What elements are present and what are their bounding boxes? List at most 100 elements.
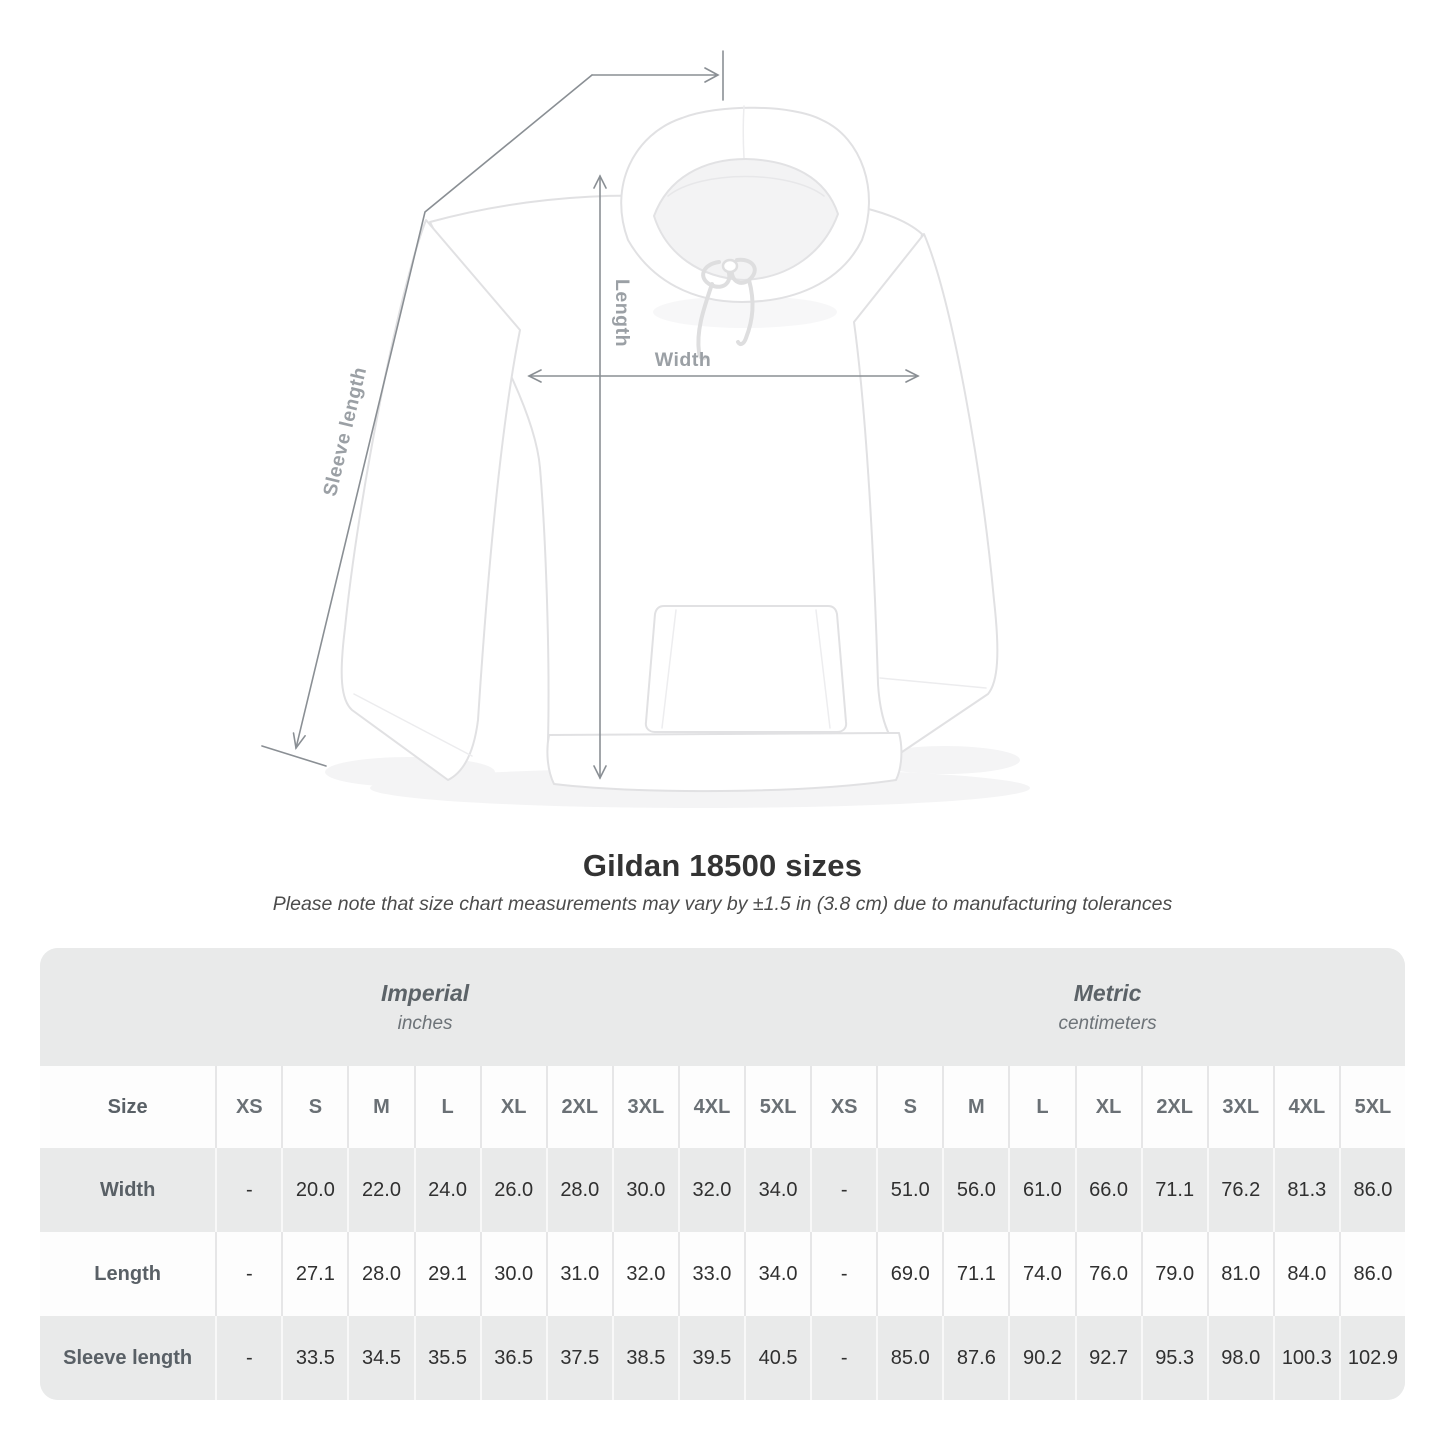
value-cell: 71.1 (942, 1232, 1008, 1316)
size-header-cell: XS (215, 1066, 281, 1148)
hood-opening (653, 158, 839, 281)
value-cell: 22.0 (347, 1148, 413, 1232)
table-row-width: Width - 20.0 22.0 24.0 26.0 28.0 30.0 32… (40, 1148, 1405, 1232)
page-subtitle: Please note that size chart measurements… (272, 893, 1173, 915)
value-cell: 90.2 (1008, 1316, 1074, 1400)
hoodie-illustration: Length Width Sleeve length (261, 50, 1030, 808)
value-cell: 84.0 (1272, 1232, 1339, 1316)
drawstrings (696, 257, 757, 361)
value-cell: 76.0 (1074, 1232, 1141, 1316)
value-cell: - (215, 1232, 281, 1316)
size-header-row: Size XS S M L XL 2XL 3XL 4XL 5XL XS S M … (40, 1066, 1405, 1148)
size-header-cell: 5XL (744, 1066, 810, 1148)
value-cell: 38.5 (611, 1316, 678, 1400)
value-cell: 34.5 (347, 1316, 413, 1400)
unit-header-row: Imperial inches Metric centimeters (40, 948, 1405, 1066)
size-header-cell: XS (810, 1066, 876, 1148)
value-cell: 81.0 (1206, 1232, 1273, 1316)
hoodie-graphic (340, 105, 999, 793)
value-cell: 28.0 (545, 1148, 612, 1232)
hem-band (546, 732, 903, 793)
kangaroo-pocket (644, 605, 848, 733)
table-row-length: Length - 27.1 28.0 29.1 30.0 31.0 32.0 3… (40, 1232, 1405, 1316)
metric-label: Metric (1073, 979, 1142, 1006)
value-cell: 20.0 (281, 1148, 347, 1232)
size-header-cell: S (876, 1066, 942, 1148)
value-cell: - (215, 1148, 281, 1232)
value-cell: 34.0 (744, 1232, 810, 1316)
value-cell: 71.1 (1140, 1148, 1207, 1232)
table-row-sleeve-length: Sleeve length - 33.5 34.5 35.5 36.5 37.5… (40, 1316, 1405, 1400)
left-sleeve (340, 219, 521, 781)
size-header-cell: 4XL (1272, 1066, 1339, 1148)
value-cell: 29.1 (413, 1232, 480, 1316)
hoodie-measurement-figure: Length Width Sleeve length (261, 50, 1030, 808)
value-cell: 81.3 (1272, 1148, 1339, 1232)
value-cell: 102.9 (1338, 1316, 1405, 1400)
imperial-unit: inches (397, 1012, 453, 1034)
size-header-cell: S (281, 1066, 347, 1148)
size-header-cell: 2XL (1140, 1066, 1207, 1148)
value-cell: - (810, 1232, 876, 1316)
value-cell: 39.5 (677, 1316, 744, 1400)
value-cell: 86.0 (1338, 1232, 1405, 1316)
value-cell: 33.5 (281, 1316, 347, 1400)
value-cell: 35.5 (413, 1316, 480, 1400)
measurement-lines (261, 50, 920, 780)
size-header-cell: 2XL (545, 1066, 612, 1148)
value-cell: 33.0 (677, 1232, 744, 1316)
size-header-cell: 3XL (1206, 1066, 1273, 1148)
imperial-label: Imperial (380, 979, 470, 1006)
value-cell: 85.0 (876, 1316, 942, 1400)
value-cell: 51.0 (876, 1148, 942, 1232)
value-cell: - (810, 1316, 876, 1400)
value-cell: 32.0 (677, 1148, 744, 1232)
size-header-cell: 3XL (611, 1066, 678, 1148)
value-cell: 87.6 (942, 1316, 1008, 1400)
value-cell: - (215, 1316, 281, 1400)
value-cell: 40.5 (744, 1316, 810, 1400)
value-cell: 95.3 (1140, 1316, 1207, 1400)
value-cell: 92.7 (1074, 1316, 1141, 1400)
right-sleeve (853, 233, 999, 753)
value-cell: 61.0 (1008, 1148, 1074, 1232)
value-cell: 98.0 (1206, 1316, 1273, 1400)
size-header-cell: M (942, 1066, 1008, 1148)
size-header-cell: L (1008, 1066, 1074, 1148)
value-cell: 66.0 (1074, 1148, 1141, 1232)
length-label: Length (611, 279, 633, 347)
metric-unit: centimeters (1058, 1012, 1157, 1034)
row-label: Sleeve length (63, 1346, 193, 1369)
value-cell: 56.0 (942, 1148, 1008, 1232)
size-column-label: Size (107, 1095, 148, 1118)
size-header-cell: L (413, 1066, 480, 1148)
metric-group-header: Metric centimeters (810, 948, 1405, 1066)
value-cell: 32.0 (611, 1232, 678, 1316)
value-cell: 76.2 (1206, 1148, 1273, 1232)
value-cell: 27.1 (281, 1232, 347, 1316)
size-header-cell: XL (479, 1066, 546, 1148)
imperial-group-header: Imperial inches (40, 948, 810, 1066)
value-cell: 69.0 (876, 1232, 942, 1316)
value-cell: 86.0 (1338, 1148, 1405, 1232)
row-label: Width (99, 1178, 156, 1201)
size-header-cell: 5XL (1338, 1066, 1405, 1148)
value-cell: 30.0 (611, 1148, 678, 1232)
page-title: Gildan 18500 sizes (582, 848, 863, 883)
value-cell: 31.0 (545, 1232, 612, 1316)
value-cell: 30.0 (479, 1232, 546, 1316)
size-header-cell: XL (1074, 1066, 1141, 1148)
value-cell: 34.0 (744, 1148, 810, 1232)
value-cell: 100.3 (1272, 1316, 1339, 1400)
value-cell: 28.0 (347, 1232, 413, 1316)
value-cell: 26.0 (479, 1148, 546, 1232)
value-cell: 36.5 (479, 1316, 546, 1400)
size-header-cell: M (347, 1066, 413, 1148)
size-header-cell: 4XL (677, 1066, 744, 1148)
size-chart-table: Imperial inches Metric centimeters Size … (40, 948, 1405, 1400)
row-label: Length (94, 1262, 161, 1285)
value-cell: 24.0 (413, 1148, 480, 1232)
value-cell: 37.5 (545, 1316, 612, 1400)
width-label: Width (655, 349, 711, 371)
value-cell: 79.0 (1140, 1232, 1207, 1316)
